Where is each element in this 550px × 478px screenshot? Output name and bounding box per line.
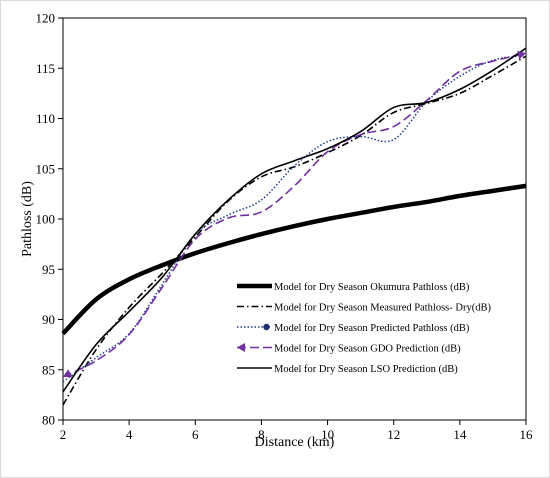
legend: Model for Dry Season Okumura Pathloss (d… <box>237 282 491 375</box>
x-tick-label: 16 <box>520 427 534 442</box>
plot-area-border <box>62 17 527 421</box>
x-tick-label: 2 <box>60 427 67 442</box>
legend-label: Model for Dry Season Predicted Pathloss … <box>274 323 470 334</box>
y-tick-label: 110 <box>36 111 55 126</box>
x-tick-label: 6 <box>192 427 199 442</box>
x-tick-label: 8 <box>258 427 265 442</box>
gdo-end-arrow <box>517 50 526 60</box>
legend-item-okumura: Model for Dry Season Okumura Pathloss (d… <box>237 282 470 293</box>
series-line-okumura <box>61 183 527 336</box>
y-tick-label: 95 <box>42 262 55 277</box>
y-tick-label: 80 <box>42 413 55 428</box>
y-tick-label: 100 <box>36 212 56 227</box>
x-tick-label: 10 <box>321 427 334 442</box>
legend-item-predicted: Model for Dry Season Predicted Pathloss … <box>237 323 470 334</box>
gdo-start-arrow <box>63 369 73 378</box>
series-line-gdo <box>62 52 527 378</box>
legend-marker-dot <box>263 323 270 331</box>
legend-label: Model for Dry Season LSO Prediction (dB) <box>274 364 458 375</box>
legend-item-lso: Model for Dry Season LSO Prediction (dB) <box>237 364 458 375</box>
legend-marker-arrow <box>237 343 245 352</box>
y-axis-title: Pathloss (dB) <box>20 181 35 257</box>
legend-item-gdo: Model for Dry Season GDO Prediction (dB) <box>237 343 461 354</box>
x-axis-title: Distance (km) <box>255 435 335 450</box>
x-tick-label: 14 <box>453 427 467 442</box>
legend-label: Model for Dry Season Measured Pathloss- … <box>274 302 491 313</box>
series-line-lso <box>62 47 527 393</box>
y-tick-label: 85 <box>42 362 55 377</box>
x-tick-label: 12 <box>387 427 400 442</box>
legend-label: Model for Dry Season GDO Prediction (dB) <box>274 343 461 354</box>
y-tick-label: 90 <box>42 312 55 327</box>
series-layer <box>61 47 527 406</box>
y-tick-label: 120 <box>36 11 56 26</box>
y-tick-label: 115 <box>36 61 55 76</box>
legend-label: Model for Dry Season Okumura Pathloss (d… <box>274 282 470 293</box>
x-tick-label: 4 <box>126 427 133 442</box>
y-tick-label: 105 <box>36 161 56 176</box>
legend-item-measured: Model for Dry Season Measured Pathloss- … <box>237 302 491 313</box>
